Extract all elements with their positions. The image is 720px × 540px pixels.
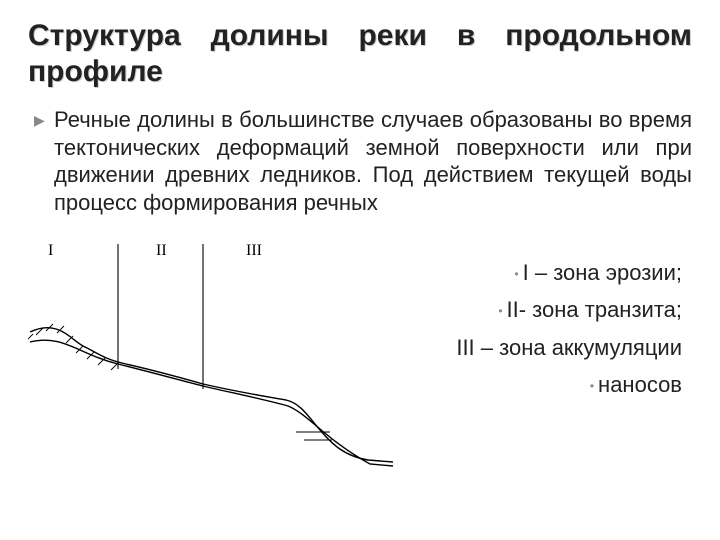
legend-text-4: наносов bbox=[598, 372, 682, 397]
legend-line-2: • II- зона транзита; bbox=[398, 291, 682, 328]
legend-line-4: • наносов bbox=[398, 366, 682, 403]
legend: • I – зона эрозии; • II- зона транзита; II… bbox=[398, 224, 692, 474]
legend-dot-icon: • bbox=[590, 379, 594, 393]
legend-text-3: III – зона аккумуляции bbox=[456, 335, 682, 360]
legend-text-1: I – зона эрозии; bbox=[523, 260, 682, 285]
content-row: I II III • I – зона эрозии; • II- зона тра… bbox=[28, 224, 692, 474]
body-paragraph: ▶ Речные долины в большинстве случаев об… bbox=[54, 106, 692, 216]
slide-root: Структура долины реки в продольном профи… bbox=[0, 0, 720, 540]
legend-line-1: • I – зона эрозии; bbox=[398, 254, 682, 291]
profile-diagram: I II III bbox=[28, 224, 398, 474]
diagram-svg bbox=[28, 224, 398, 474]
legend-text-2: II- зона транзита; bbox=[507, 297, 682, 322]
legend-dot-icon: • bbox=[514, 267, 518, 281]
bullet-icon: ▶ bbox=[34, 112, 45, 130]
paragraph-text: Речные долины в большинстве случаев обра… bbox=[54, 107, 692, 215]
slide-title: Структура долины реки в продольном профи… bbox=[28, 18, 692, 90]
legend-line-3: III – зона аккумуляции bbox=[398, 329, 682, 366]
legend-dot-icon: • bbox=[498, 304, 502, 318]
